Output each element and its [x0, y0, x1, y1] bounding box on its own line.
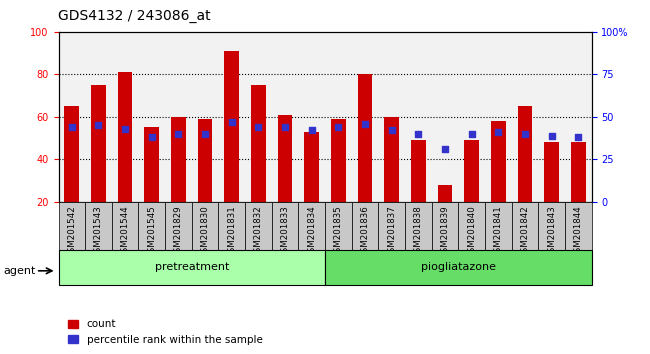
Bar: [358, 74, 372, 202]
FancyBboxPatch shape: [325, 250, 592, 285]
Bar: [224, 51, 239, 202]
FancyBboxPatch shape: [325, 202, 352, 250]
FancyBboxPatch shape: [538, 202, 565, 250]
Text: GSM201829: GSM201829: [174, 206, 183, 258]
Text: GDS4132 / 243086_at: GDS4132 / 243086_at: [58, 9, 211, 23]
Point: [280, 124, 291, 130]
Point: [413, 131, 424, 137]
Bar: [517, 106, 532, 202]
Text: GSM201545: GSM201545: [148, 206, 156, 258]
FancyBboxPatch shape: [352, 202, 378, 250]
Text: agent: agent: [3, 266, 36, 276]
FancyBboxPatch shape: [432, 202, 458, 250]
FancyBboxPatch shape: [218, 202, 245, 250]
FancyBboxPatch shape: [165, 202, 192, 250]
FancyBboxPatch shape: [405, 202, 432, 250]
Bar: [251, 85, 266, 202]
FancyBboxPatch shape: [138, 202, 165, 250]
Text: GSM201835: GSM201835: [334, 206, 343, 258]
Point: [493, 129, 504, 135]
FancyBboxPatch shape: [192, 202, 218, 250]
Text: GSM201837: GSM201837: [387, 206, 396, 258]
FancyBboxPatch shape: [512, 202, 538, 250]
Text: GSM201831: GSM201831: [227, 206, 236, 258]
Text: GSM201834: GSM201834: [307, 206, 316, 258]
Legend: count, percentile rank within the sample: count, percentile rank within the sample: [64, 315, 266, 349]
Point: [307, 127, 317, 133]
Bar: [437, 185, 452, 202]
FancyBboxPatch shape: [378, 202, 405, 250]
Bar: [411, 140, 426, 202]
Point: [386, 127, 396, 133]
Bar: [118, 72, 133, 202]
Bar: [304, 132, 319, 202]
Bar: [64, 106, 79, 202]
FancyBboxPatch shape: [272, 202, 298, 250]
Text: GSM201544: GSM201544: [121, 206, 129, 258]
Text: GSM201832: GSM201832: [254, 206, 263, 258]
Text: GSM201833: GSM201833: [281, 206, 289, 258]
Text: GSM201542: GSM201542: [68, 206, 76, 258]
Point: [547, 133, 557, 138]
Point: [333, 124, 343, 130]
Text: GSM201543: GSM201543: [94, 206, 103, 258]
Bar: [384, 117, 399, 202]
Point: [254, 124, 264, 130]
FancyBboxPatch shape: [112, 202, 138, 250]
Point: [94, 122, 104, 128]
Point: [120, 126, 130, 132]
FancyBboxPatch shape: [298, 202, 325, 250]
Text: pretreatment: pretreatment: [155, 262, 229, 272]
Point: [520, 131, 530, 137]
Point: [147, 135, 157, 140]
Bar: [171, 117, 186, 202]
Text: piogliatazone: piogliatazone: [421, 262, 496, 272]
Text: GSM201844: GSM201844: [574, 206, 582, 258]
FancyBboxPatch shape: [85, 202, 112, 250]
Text: GSM201838: GSM201838: [414, 206, 422, 258]
Bar: [544, 142, 559, 202]
Bar: [144, 127, 159, 202]
FancyBboxPatch shape: [485, 202, 512, 250]
Text: GSM201840: GSM201840: [467, 206, 476, 258]
Text: GSM201830: GSM201830: [201, 206, 209, 258]
Text: GSM201841: GSM201841: [494, 206, 502, 258]
Point: [200, 131, 211, 137]
Bar: [198, 119, 213, 202]
FancyBboxPatch shape: [458, 202, 485, 250]
Point: [173, 131, 184, 137]
Point: [573, 135, 584, 140]
Point: [67, 124, 77, 130]
Bar: [331, 119, 346, 202]
Text: GSM201843: GSM201843: [547, 206, 556, 258]
Bar: [278, 115, 292, 202]
Text: GSM201836: GSM201836: [361, 206, 369, 258]
Point: [227, 119, 237, 125]
FancyBboxPatch shape: [58, 202, 85, 250]
Text: GSM201839: GSM201839: [441, 206, 449, 258]
Bar: [91, 85, 106, 202]
Bar: [464, 140, 479, 202]
Bar: [571, 142, 586, 202]
Bar: [491, 121, 506, 202]
Point: [360, 121, 370, 126]
Point: [439, 146, 450, 152]
Text: GSM201842: GSM201842: [521, 206, 529, 258]
FancyBboxPatch shape: [565, 202, 592, 250]
FancyBboxPatch shape: [245, 202, 272, 250]
FancyBboxPatch shape: [58, 250, 325, 285]
Point: [467, 131, 477, 137]
